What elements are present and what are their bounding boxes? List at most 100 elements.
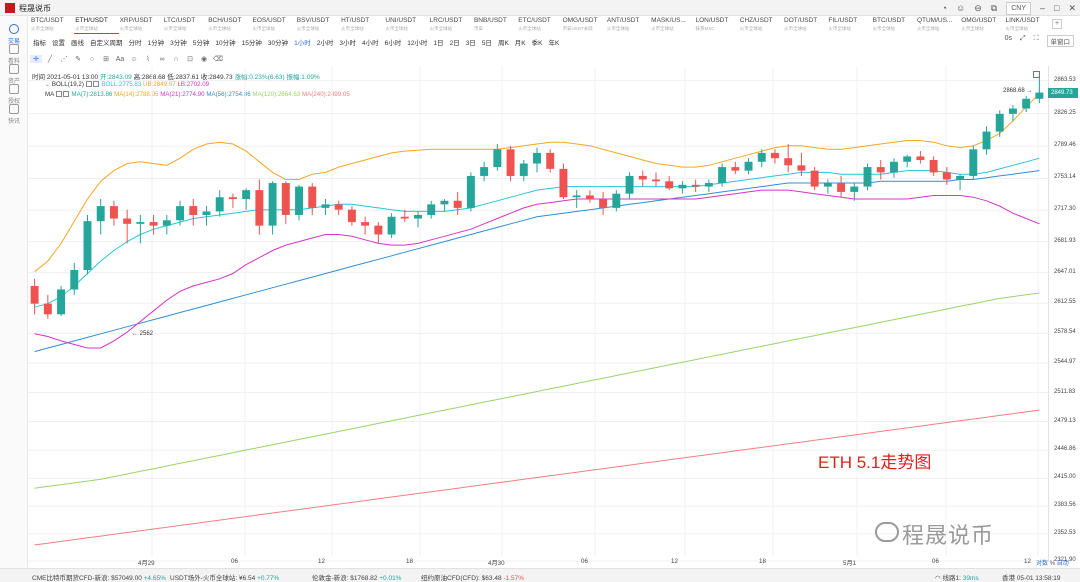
period-item[interactable]: 月K xyxy=(514,40,526,47)
sidebar-item[interactable]: 看料 xyxy=(0,44,28,65)
pair-tab[interactable]: FIL/USDT 火币全球站 xyxy=(827,16,871,34)
pair-tab[interactable]: XRP/USDT 火币全球站 xyxy=(119,16,163,34)
maximize-icon[interactable]: □ xyxy=(1054,3,1060,13)
status-cme[interactable]: CME比特币期货CFD-新浪: $57049.00 +4.65% xyxy=(32,575,166,582)
line-tool-icon[interactable]: ╱ xyxy=(47,56,53,63)
period-item[interactable]: 分时 xyxy=(128,40,142,47)
pair-tab[interactable]: BCH/USDT 火币全球站 xyxy=(207,16,251,34)
bell-icon[interactable]: ◔ xyxy=(941,3,948,13)
brush-icon[interactable]: ⌇ xyxy=(146,56,150,63)
period-item[interactable]: 1日 xyxy=(433,40,444,47)
time-axis[interactable]: 4月29 06 12 18 4月30 06 12 18 5月1 06 12 xyxy=(28,556,1048,567)
period-item[interactable]: 5日 xyxy=(481,40,492,47)
period-item[interactable]: 设置 xyxy=(52,40,65,47)
status-usdt[interactable]: USDT场外-火币全球站: ¥6.54 +0.77% xyxy=(170,575,280,582)
pair-tab[interactable]: DOT/USDT 火币全球站 xyxy=(783,16,827,34)
y-tick-label: 2789.46 xyxy=(1054,142,1076,149)
period-item[interactable]: 6小时 xyxy=(384,40,402,47)
multiline-tool-icon[interactable]: ⋰ xyxy=(60,56,68,63)
settings-icon[interactable] xyxy=(85,81,92,88)
period-item[interactable]: 10分钟 xyxy=(215,40,236,47)
period-item[interactable]: 自定义周期 xyxy=(90,40,123,47)
status-oil[interactable]: 纽约原油CFD(CFD): $63.48 -1.57% xyxy=(421,575,524,582)
pair-tab[interactable]: BSV/USDT 火币全球站 xyxy=(296,16,340,34)
period-item[interactable]: 2日 xyxy=(449,40,460,47)
period-item[interactable]: 3日 xyxy=(465,40,476,47)
pair-tab[interactable]: BNB/USDT 币安 xyxy=(473,16,517,34)
sidebar-item[interactable]: 授权 xyxy=(0,84,28,105)
period-item[interactable]: 5分钟 xyxy=(192,40,210,47)
link-icon[interactable]: ∞ xyxy=(159,55,165,63)
pencil-icon[interactable]: ✎ xyxy=(75,56,81,63)
sidebar-item[interactable]: 交易 xyxy=(0,24,28,45)
info-amplitude: 振幅:1.09% xyxy=(286,74,320,81)
percent-toggle[interactable]: % xyxy=(1049,561,1056,567)
candle-body xyxy=(281,183,290,215)
close-icon[interactable]: ✕ xyxy=(1068,3,1076,13)
ma-settings-icon[interactable] xyxy=(55,91,62,98)
pair-tab[interactable]: LON/USDT 抹茶MXC xyxy=(694,16,738,34)
ma-close-icon[interactable] xyxy=(62,91,69,98)
chart-expand-icon[interactable] xyxy=(1033,71,1040,78)
pair-tab[interactable]: BTC/USDT 火币全球站 xyxy=(30,16,74,34)
period-item[interactable]: 30分钟 xyxy=(267,40,289,47)
period-item[interactable]: 指标 xyxy=(33,40,46,47)
trash-icon[interactable]: ⌫ xyxy=(213,56,223,63)
smile-icon[interactable]: ☺ xyxy=(956,3,966,13)
boll-lower-line xyxy=(34,189,1040,349)
period-item[interactable]: 3小时 xyxy=(339,40,356,47)
period-item[interactable]: 1分钟 xyxy=(147,40,165,47)
price-axis[interactable]: 2863.53 2826.25 2789.46 2753.14 2717.30 2681.… xyxy=(1048,66,1080,563)
ruler-icon[interactable]: ⊞ xyxy=(103,56,109,63)
y-tick-label: 2446.86 xyxy=(1054,446,1076,453)
pair-tab[interactable]: QTUM/US... 火币全球站 xyxy=(916,16,960,34)
period-item[interactable]: 3分钟 xyxy=(170,40,187,47)
fullscreen-icon[interactable]: ⤢ xyxy=(1019,35,1026,42)
expand-icon[interactable]: ⛶ xyxy=(1033,35,1039,42)
auto-toggle[interactable]: 自动 xyxy=(1056,561,1069,567)
status-gold[interactable]: 伦敦金-新浪: $1768.82 +0.01% xyxy=(312,575,402,582)
period-item[interactable]: 2小时 xyxy=(316,40,334,47)
layout-select[interactable]: 单窗口 xyxy=(1046,35,1074,47)
add-pair-button[interactable]: + xyxy=(1052,19,1062,29)
collapse-icon[interactable]: ⌄ xyxy=(45,81,51,88)
pair-tab[interactable]: LINK/USDT 火币全球站 xyxy=(1005,16,1049,34)
pair-tab[interactable]: CHZ/USDT 火币全球站 xyxy=(739,16,783,34)
pair-tab[interactable]: LRC/USDT 火币全球站 xyxy=(429,16,473,34)
pair-tab[interactable]: LTC/USDT 火币全球站 xyxy=(163,16,207,34)
log-toggle[interactable]: 对数 xyxy=(1036,561,1049,567)
period-item[interactable]: 12小时 xyxy=(407,40,428,47)
minimize-icon[interactable]: – xyxy=(1040,3,1046,13)
pair-tab[interactable]: OMG/USDT 火币全球站 xyxy=(960,16,1004,34)
candlestick-chart[interactable] xyxy=(0,0,1048,582)
circle-tool-icon[interactable]: ○ xyxy=(89,55,95,63)
period-item[interactable]: 年K xyxy=(548,40,560,47)
crosshair-icon[interactable]: ✛ xyxy=(30,55,42,63)
text-tool-icon[interactable]: Aa xyxy=(115,55,125,63)
sidebar-item[interactable]: 快讯 xyxy=(0,104,28,125)
pair-tab[interactable]: HT/USDT 火币全球站 xyxy=(340,16,384,34)
pair-tab[interactable]: UNI/USDT 火币全球站 xyxy=(384,16,428,34)
period-item[interactable]: 1小时 xyxy=(294,40,311,47)
sidebar-item[interactable]: 资产 xyxy=(0,64,28,85)
pair-tab[interactable]: BTC/USDT 火币全球站 xyxy=(872,16,916,34)
smile-tool-icon[interactable]: ☺ xyxy=(130,55,138,63)
close-indicator-icon[interactable] xyxy=(92,81,99,88)
currency-select[interactable]: CNY xyxy=(1006,2,1031,15)
pair-tab[interactable]: EOS/USDT 火币全球站 xyxy=(251,16,295,34)
pair-tab[interactable]: MASK/US... 火币全球站 xyxy=(650,16,694,34)
dash-icon[interactable]: ⊖ xyxy=(974,3,982,13)
lock-icon[interactable]: ⊡ xyxy=(187,56,193,63)
period-item[interactable]: 周K xyxy=(497,40,509,47)
period-item[interactable]: 4小时 xyxy=(361,40,379,47)
pair-tab[interactable]: ANT/USDT 火币全球站 xyxy=(606,16,650,34)
period-item[interactable]: 15分钟 xyxy=(241,40,262,47)
magnet-icon[interactable]: ∩ xyxy=(173,55,179,63)
eye-icon[interactable]: ◉ xyxy=(200,56,208,63)
copy-icon[interactable]: ⧉ xyxy=(990,3,998,13)
period-item[interactable]: 画线 xyxy=(71,40,84,47)
pair-tab[interactable]: ETH/USDT 火币全球站 xyxy=(74,16,119,34)
pair-tab[interactable]: ETC/USDT 火币全球站 xyxy=(517,16,561,34)
period-item[interactable]: 季K xyxy=(531,40,543,47)
pair-tab[interactable]: OMG/USDT 币安USDT永续 xyxy=(562,16,606,34)
